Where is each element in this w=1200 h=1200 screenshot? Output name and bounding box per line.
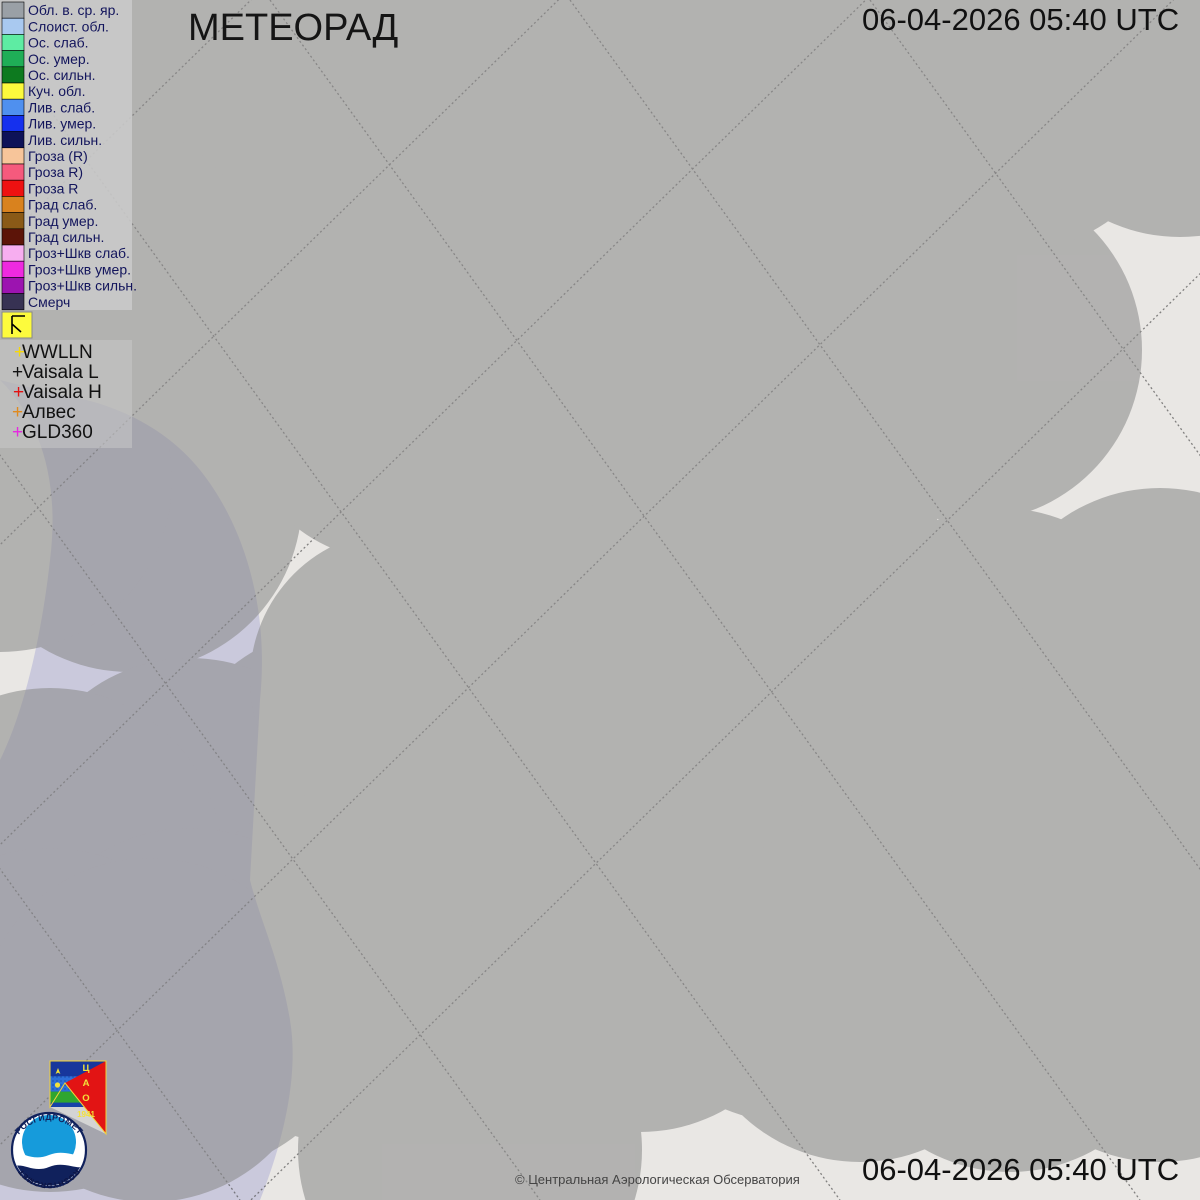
svg-text:О: О <box>82 1093 89 1104</box>
svg-text:Лив. умер.: Лив. умер. <box>28 116 96 132</box>
svg-text:Гроза R: Гроза R <box>28 180 78 196</box>
svg-text:Гроза (R): Гроза (R) <box>28 148 88 164</box>
svg-text:WWLLN: WWLLN <box>22 342 93 363</box>
svg-text:Гроза R): Гроза R) <box>28 164 83 180</box>
svg-text:А: А <box>83 1078 90 1089</box>
svg-text:Обл. в. ср. яр.: Обл. в. ср. яр. <box>28 2 119 18</box>
svg-text:Ц: Ц <box>83 1063 90 1074</box>
svg-text:Град умер.: Град умер. <box>28 213 98 229</box>
svg-text:Алвес: Алвес <box>22 402 76 423</box>
svg-text:06-04-2026 05:40 UTC: 06-04-2026 05:40 UTC <box>862 2 1179 37</box>
svg-text:Ос. сильн.: Ос. сильн. <box>28 67 96 83</box>
svg-text:Лив. сильн.: Лив. сильн. <box>28 132 102 148</box>
svg-text:Vaisala H: Vaisala H <box>22 382 102 403</box>
svg-text:Град слаб.: Град слаб. <box>28 197 97 213</box>
svg-text:© Центральная Аэрологическая О: © Центральная Аэрологическая Обсерватори… <box>515 1172 800 1187</box>
svg-text:Град сильн.: Град сильн. <box>28 229 104 245</box>
svg-text:06-04-2026 05:40 UTC: 06-04-2026 05:40 UTC <box>862 1152 1179 1187</box>
svg-text:Смерч: Смерч <box>28 294 70 310</box>
svg-text:Vaisala L: Vaisala L <box>22 362 99 383</box>
svg-text:Ос. умер.: Ос. умер. <box>28 51 90 67</box>
svg-text:Гроз+Шкв слаб.: Гроз+Шкв слаб. <box>28 245 130 261</box>
svg-text:Лив. слаб.: Лив. слаб. <box>28 99 95 115</box>
svg-text:МЕТЕОРАД: МЕТЕОРАД <box>188 7 399 49</box>
svg-text:Гроз+Шкв умер.: Гроз+Шкв умер. <box>28 261 131 277</box>
svg-text:Слоист. обл.: Слоист. обл. <box>28 18 109 34</box>
svg-text:Ос. слаб.: Ос. слаб. <box>28 35 89 51</box>
svg-text:Гроз+Шкв сильн.: Гроз+Шкв сильн. <box>28 278 137 294</box>
svg-text:GLD360: GLD360 <box>22 422 93 443</box>
svg-text:1941: 1941 <box>77 1110 95 1119</box>
svg-text:Куч. обл.: Куч. обл. <box>28 83 85 99</box>
